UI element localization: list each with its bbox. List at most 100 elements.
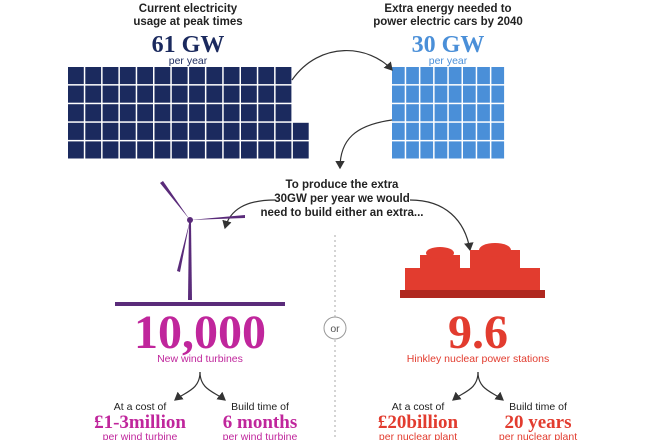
panel-cell [275, 141, 292, 159]
panel-cell [68, 104, 84, 122]
panel-cell [406, 141, 419, 159]
panel-cell [258, 122, 275, 140]
panel-cell [137, 141, 153, 159]
panel-cell [258, 104, 275, 122]
arrow [199, 371, 226, 401]
panel-cell [171, 141, 188, 159]
panel-cell [448, 67, 462, 85]
cost-label: At a cost of [392, 401, 445, 413]
panel-cell [206, 122, 223, 140]
panel-cell [406, 104, 419, 122]
panel-cell [137, 104, 153, 122]
panel-cell [448, 85, 462, 103]
panel-cell [406, 122, 419, 140]
panel-cell [448, 122, 462, 140]
panel-cell [241, 122, 257, 140]
panel-cell [258, 141, 275, 159]
panel-cell [154, 122, 171, 140]
time-label: Build time of [231, 401, 289, 413]
panel-cell [434, 67, 448, 85]
panel-cell [171, 67, 188, 85]
panel-cell [171, 122, 188, 140]
middle-text: need to build either an extra... [261, 207, 424, 219]
panel-cell [206, 67, 223, 85]
panel-cell [392, 104, 405, 122]
panel-cell [406, 85, 419, 103]
panel-cell [241, 85, 257, 103]
wind-turbine [115, 181, 285, 306]
panel-cell [463, 122, 476, 140]
or-text: or [330, 323, 340, 335]
top-unit: per year [169, 55, 208, 67]
time-value: 6 months [223, 412, 297, 433]
arrow [335, 119, 393, 170]
panel-cell [154, 104, 171, 122]
panel-cell [102, 67, 119, 85]
time-unit: per wind turbine [223, 431, 298, 440]
panel-cell [463, 67, 476, 85]
panel-cell [491, 85, 505, 103]
nuclear-plant [400, 243, 545, 298]
option-caption: New wind turbines [157, 353, 243, 365]
panels [68, 67, 505, 159]
arrow [409, 199, 474, 252]
panel-cell [477, 122, 490, 140]
panel-cell [491, 67, 505, 85]
panel-cell [223, 141, 240, 159]
panel-cell [275, 104, 292, 122]
panel-cell [258, 85, 275, 103]
panel-cell [154, 141, 171, 159]
middle-text: 30GW per year we would [274, 193, 409, 205]
panel-cell [102, 141, 119, 159]
top-label: Extra energy needed to [384, 3, 511, 15]
arrow [291, 50, 393, 81]
panel-cell [223, 104, 240, 122]
panel-cell [420, 85, 434, 103]
panel-cell [137, 122, 153, 140]
panel-cell [491, 141, 505, 159]
panel-cell [68, 141, 84, 159]
panel-cell [85, 141, 102, 159]
panel-cell [392, 141, 405, 159]
arrow [174, 371, 201, 401]
cost-value: £20billion [378, 412, 459, 433]
panel-cell [241, 67, 257, 85]
panel-cell [102, 85, 119, 103]
arrow [452, 371, 479, 401]
panel-cell [154, 67, 171, 85]
panel-cell [137, 85, 153, 103]
panel-cell [206, 85, 223, 103]
option-number: 10,000 [134, 306, 266, 359]
panel-cell [292, 122, 309, 140]
panel-cell [241, 104, 257, 122]
cost-unit: per nuclear plant [379, 431, 457, 440]
panel-cell [463, 104, 476, 122]
panel-cell [189, 122, 205, 140]
panel-cell [189, 85, 205, 103]
top-label: power electric cars by 2040 [373, 16, 523, 28]
time-value: 20 years [504, 412, 571, 433]
panel-cell [85, 85, 102, 103]
middle-text: To produce the extra [286, 179, 399, 191]
panel-cell [292, 141, 309, 159]
panel-cell [119, 104, 136, 122]
top-label: usage at peak times [133, 16, 242, 28]
panel-cell [119, 67, 136, 85]
panel-cell [119, 141, 136, 159]
time-unit: per nuclear plant [499, 431, 577, 440]
panel-cell [491, 122, 505, 140]
panel-cell [102, 104, 119, 122]
panel-cell [189, 67, 205, 85]
panel-cell [154, 85, 171, 103]
panel-cell [392, 67, 405, 85]
panel-cell [463, 85, 476, 103]
panel-cell [448, 141, 462, 159]
option-number: 9.6 [448, 306, 508, 359]
panel-cell [434, 141, 448, 159]
panel-cell [477, 104, 490, 122]
panel-cell [119, 122, 136, 140]
top-label: Current electricity [139, 3, 238, 15]
option-caption: Hinkley nuclear power stations [407, 353, 549, 365]
panel-cell [448, 104, 462, 122]
